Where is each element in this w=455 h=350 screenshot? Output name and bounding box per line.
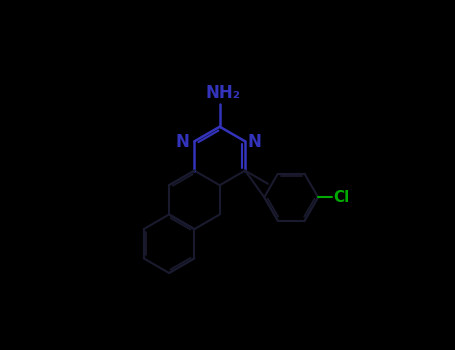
Text: N: N bbox=[176, 133, 190, 151]
Text: Cl: Cl bbox=[334, 190, 350, 205]
Text: NH₂: NH₂ bbox=[205, 84, 240, 102]
Text: N: N bbox=[248, 133, 261, 151]
